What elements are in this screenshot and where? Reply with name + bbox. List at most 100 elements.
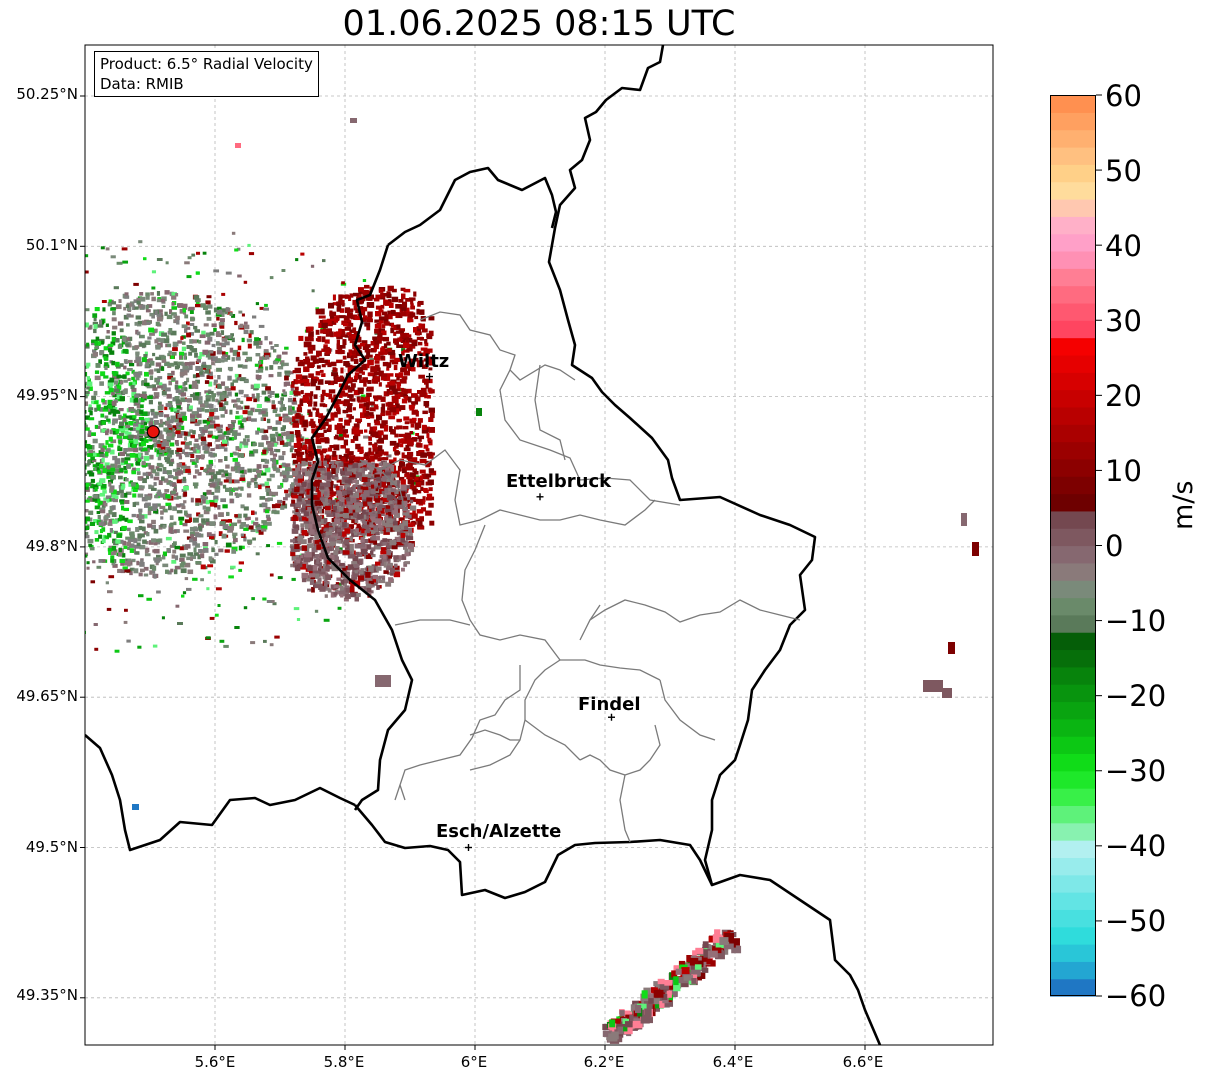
- echo-cell: [132, 487, 138, 493]
- echo-cell: [47, 430, 50, 433]
- echo-cell: [33, 456, 38, 460]
- echo-cell: [343, 399, 350, 405]
- echo-cell: [94, 505, 101, 510]
- echo-cell: [369, 358, 375, 362]
- echo-cell: [283, 497, 288, 501]
- echo-cell: [401, 398, 408, 404]
- echo-cell: [346, 414, 353, 418]
- echo-cell: [168, 462, 174, 467]
- echo-cell: [53, 427, 57, 430]
- echo-cell: [400, 527, 408, 532]
- echo-cell: [119, 396, 125, 401]
- echo-cell: [384, 348, 389, 355]
- echo-cell: [231, 546, 238, 552]
- echo-cell: [117, 517, 122, 522]
- echo-cell: [121, 247, 128, 251]
- echo-cell: [246, 338, 252, 343]
- echo-cell: [50, 426, 54, 431]
- echo-cell: [219, 318, 225, 323]
- echo-cell: [332, 367, 337, 373]
- echo-cell: [381, 403, 385, 410]
- echo-cell: [309, 421, 316, 427]
- echo-cell: [99, 381, 104, 386]
- echo-cell: [295, 412, 300, 419]
- echo-cell: [191, 461, 197, 465]
- echo-cell: [192, 380, 197, 385]
- echo-cell: [99, 464, 104, 469]
- echo-cell: [171, 433, 175, 438]
- echo-cell: [183, 500, 187, 504]
- echo-cell: [56, 532, 62, 536]
- echo-cell: [88, 472, 95, 477]
- echo-cell: [383, 554, 387, 560]
- echo-cell: [386, 341, 391, 346]
- echo-cell: [378, 445, 383, 452]
- echo-cell: [129, 314, 134, 318]
- echo-cell: [385, 505, 390, 512]
- echo-cell: [17, 415, 22, 420]
- echo-cell: [102, 307, 106, 312]
- echo-cell: [318, 501, 325, 506]
- echo-cell: [148, 465, 155, 470]
- echo-cell: [261, 383, 268, 387]
- echo-cell: [328, 522, 335, 527]
- echo-cell: [252, 315, 257, 319]
- echo-cell: [428, 417, 434, 422]
- echo-cell: [135, 527, 140, 532]
- echo-cell: [163, 452, 169, 456]
- echo-cell: [164, 448, 168, 452]
- echo-cell: [405, 527, 413, 533]
- echo-cell: [347, 367, 351, 371]
- echo-cell: [134, 483, 139, 489]
- echo-cell: [396, 324, 401, 329]
- echo-cell: [247, 516, 251, 520]
- echo-cell: [340, 462, 347, 466]
- echo-cell: [383, 570, 389, 574]
- echo-cell: [396, 344, 404, 349]
- echo-cell: [166, 429, 172, 435]
- echo-cell: [412, 417, 417, 422]
- echo-cell: [63, 511, 69, 516]
- echo-cell: [107, 443, 114, 448]
- echo-cell: [92, 313, 98, 318]
- echo-cell: [131, 369, 135, 374]
- echo-cell: [387, 373, 394, 377]
- echo-cell: [193, 295, 200, 300]
- echo-cell: [329, 314, 334, 319]
- echo-cell: [181, 352, 187, 356]
- echo-cell: [350, 355, 354, 362]
- echo-cell: [77, 451, 82, 456]
- echo-cell: [428, 407, 435, 413]
- echo-cell: [351, 350, 356, 355]
- echo-cell: [290, 421, 295, 426]
- echo-cell: [209, 420, 216, 424]
- echo-cell: [51, 444, 56, 447]
- echo-cell: [138, 304, 144, 309]
- echo-cell: [367, 493, 374, 500]
- echo-cell: [354, 456, 361, 463]
- echo-cell: [190, 454, 195, 459]
- echo-cell: [210, 452, 216, 458]
- echo-cell: [267, 390, 272, 395]
- echo-cell: [292, 521, 296, 527]
- echo-cell: [64, 478, 68, 482]
- echo-cell: [221, 342, 227, 347]
- echo-cell: [380, 550, 388, 555]
- echo-cell: [276, 541, 283, 545]
- echo-cell: [37, 408, 42, 411]
- echo-cell: [336, 428, 343, 435]
- echo-cell: [262, 523, 268, 527]
- echo-cell: [353, 430, 360, 435]
- echo-cell: [364, 322, 371, 327]
- echo-cell: [293, 420, 299, 426]
- echo-cell: [175, 315, 180, 321]
- echo-cell: [296, 509, 300, 516]
- echo-cell: [391, 395, 399, 402]
- echo-cell: [119, 468, 124, 472]
- echo-cell: [398, 328, 406, 332]
- echo-cell: [85, 451, 88, 456]
- echo-cell: [232, 349, 239, 355]
- echo-cell: [341, 320, 348, 325]
- echo-cell: [282, 462, 286, 467]
- echo-cell: [202, 419, 208, 424]
